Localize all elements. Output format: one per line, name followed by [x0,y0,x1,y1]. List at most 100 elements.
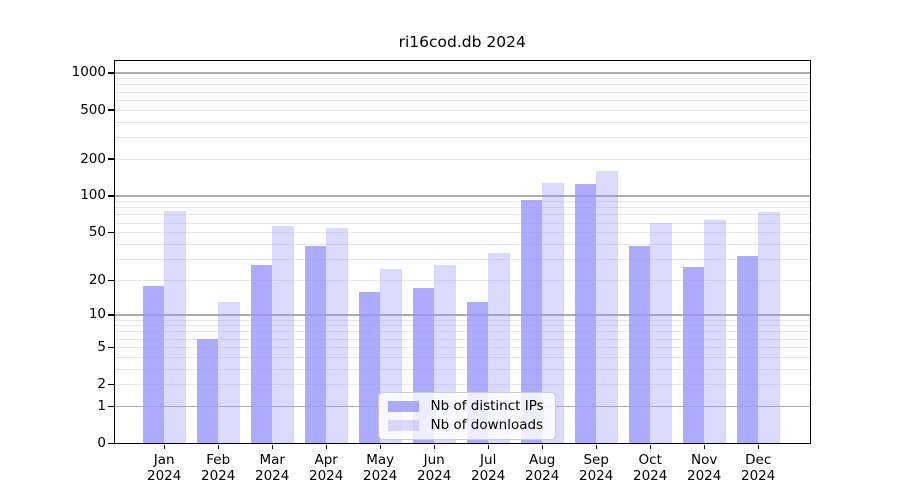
gridline-minor [113,222,811,224]
y-tick-mark [108,231,114,234]
x-tick-mark [541,444,543,449]
bar-distinct-ips [250,264,273,444]
bar-downloads [596,170,618,444]
gridline-minor [113,331,811,333]
gridline-minor [113,243,811,245]
bar-distinct-ips [736,255,759,444]
gridline-minor [113,99,811,101]
x-tick-label: Sep 2024 [579,451,614,485]
gridline-minor [113,109,811,111]
x-tick-label: Aug 2024 [525,451,560,485]
y-tick-mark [108,195,114,197]
y-tick-mark [108,405,114,407]
bar-downloads [218,301,240,444]
bar-distinct-ips [628,245,651,444]
y-tick-label: 500 [80,101,106,118]
gridline-minor [113,279,811,281]
x-tick-label: Nov 2024 [687,451,722,485]
gridline-minor [113,201,811,203]
bar-downloads [704,220,726,444]
x-tick-label: Jun 2024 [417,451,452,485]
bar-distinct-ips [196,339,219,444]
x-tick-label: Feb 2024 [201,451,236,485]
legend-item: Nb of downloads [387,417,544,433]
gridline-minor [113,158,811,160]
x-tick-mark [325,444,327,449]
y-tick-mark [108,158,114,160]
legend-label: Nb of downloads [430,417,544,433]
x-tick-mark [217,444,219,449]
y-tick-label: 0 [97,435,106,451]
gridline-minor [113,356,811,358]
x-tick-mark [703,444,705,449]
x-tick-label: Dec 2024 [741,451,776,485]
x-tick-mark [433,444,435,449]
y-tick-mark [108,346,114,349]
gridline-minor [113,232,811,234]
legend-swatch-distinct-ips [387,400,419,412]
bar-distinct-ips [358,291,381,444]
chart-title: ri16cod.db 2024 [398,33,526,51]
legend-label: Nb of distinct IPs [430,398,544,414]
gridline-minor [113,258,811,260]
gridline-major [113,195,811,197]
y-tick-mark [108,314,114,316]
x-tick-mark [487,444,489,449]
y-tick-mark [108,442,114,445]
gridline-minor [113,121,811,123]
plot-area: Nb of distinct IPs Nb of downloads [113,59,811,444]
x-tick-label: Oct 2024 [633,451,668,485]
gridline-minor [113,214,811,216]
legend-item: Nb of distinct IPs [387,398,544,414]
y-tick-label: 2 [97,376,106,393]
y-tick-mark [108,279,114,281]
legend: Nb of distinct IPs Nb of downloads [377,391,556,440]
bar-distinct-ips [304,245,327,444]
bar-downloads [650,223,672,444]
bar-downloads [272,225,294,444]
y-tick-label: 1000 [71,64,106,81]
gridline-major [113,314,811,316]
bar-distinct-ips [142,285,165,444]
bar-distinct-ips [682,266,705,444]
bar-downloads [542,183,564,444]
y-tick-label: 50 [88,224,106,241]
gridline-minor [113,207,811,209]
x-tick-mark [379,444,381,449]
bar-downloads [164,211,186,444]
y-tick-label: 5 [97,338,106,355]
y-tick-label: 200 [80,150,106,167]
x-tick-mark [163,444,165,449]
gridline-minor [113,368,811,370]
x-tick-label: Apr 2024 [309,451,344,485]
y-tick-mark [108,109,114,111]
bar-distinct-ips [574,184,597,444]
gridline-minor [113,78,811,80]
gridline-minor [113,84,811,86]
y-tick-mark [108,383,114,386]
gridline-minor [113,91,811,93]
y-tick-label: 100 [80,187,106,204]
y-tick-label: 20 [88,271,106,288]
gridline-minor [113,325,811,327]
x-tick-mark [271,444,273,449]
y-tick-mark [108,72,114,74]
gridline-minor [113,338,811,340]
gridline-minor [113,319,811,321]
gridline-major [113,72,811,74]
x-tick-mark [595,444,597,449]
bar-downloads [326,227,348,444]
y-tick-label: 10 [88,306,106,323]
gridline-minor [113,346,811,348]
bar-distinct-ips [520,199,543,444]
x-tick-label: May 2024 [363,451,398,485]
x-tick-label: Jan 2024 [147,451,182,485]
x-tick-mark [757,444,759,449]
x-tick-mark [649,444,651,449]
bar-downloads [758,211,780,444]
gridline-minor [113,136,811,138]
x-tick-label: Mar 2024 [255,451,290,485]
y-tick-label: 1 [97,397,106,414]
legend-swatch-downloads [387,419,419,431]
